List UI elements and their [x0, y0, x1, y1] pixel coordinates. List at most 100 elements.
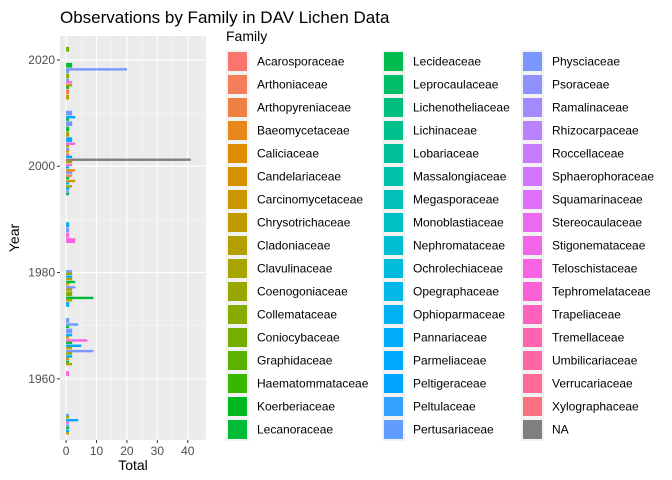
legend-swatch — [523, 98, 542, 117]
legend-label: Monoblastiaceae — [413, 216, 504, 230]
legend-swatch — [384, 213, 403, 232]
bar — [66, 150, 70, 153]
legend-label: Parmeliaceae — [413, 354, 487, 368]
legend-swatch — [384, 397, 403, 416]
bar — [66, 355, 73, 358]
bar — [66, 328, 73, 334]
legend-label: Stereocaulaceae — [552, 216, 642, 230]
legend-title: Family — [226, 28, 267, 44]
chart-title: Observations by Family in DAV Lichen Dat… — [60, 8, 390, 27]
legend-swatch — [384, 259, 403, 278]
bar — [66, 283, 70, 286]
legend-label: Physciaceae — [552, 55, 620, 69]
bar — [66, 413, 70, 417]
bar — [66, 192, 70, 196]
x-axis-title: Total — [118, 457, 148, 473]
bar — [66, 84, 73, 87]
bar — [66, 432, 70, 435]
legend-swatch — [523, 351, 542, 370]
legend-swatch — [384, 121, 403, 140]
legend-label: Sphaerophoraceae — [552, 170, 654, 184]
bar — [66, 341, 73, 345]
legend-label: Coniocybaceae — [257, 331, 340, 345]
legend-swatch — [228, 213, 247, 232]
legend-label: Lecanoraceae — [257, 423, 333, 437]
bar — [66, 163, 73, 167]
legend-label: Rhizocarpaceae — [552, 124, 639, 138]
bar — [66, 416, 70, 419]
bar — [66, 286, 76, 289]
legend-swatch — [228, 190, 247, 209]
legend-swatch — [384, 98, 403, 117]
bar — [66, 68, 127, 71]
legend-label: Cladoniaceae — [257, 239, 331, 253]
legend-swatch — [523, 236, 542, 255]
bar — [66, 158, 191, 161]
bar — [66, 182, 70, 185]
x-tick-label: 30 — [151, 444, 165, 458]
y-tick-label: 1980 — [28, 266, 55, 280]
legend-swatch — [228, 52, 247, 71]
legend-label: Stigonemataceae — [552, 239, 646, 253]
axis-ticks: 0 10 20 30 40 1960 1980 2000 2020 — [28, 53, 194, 458]
legend-label: Peltigeraceae — [413, 377, 487, 391]
legend-label: Squamarinaceae — [552, 193, 643, 207]
x-tick-label: 20 — [120, 444, 134, 458]
legend-label: Ophioparmaceae — [413, 308, 505, 322]
legend-swatch — [384, 167, 403, 186]
legend-label: Massalongiaceae — [413, 170, 507, 184]
bar — [66, 137, 73, 143]
legend-label: Xylographaceae — [552, 400, 639, 414]
legend-label: Leprocaulaceae — [413, 78, 499, 92]
bar — [66, 352, 73, 355]
legend-label: Pertusariaceae — [413, 423, 494, 437]
bar — [66, 147, 70, 151]
bar — [66, 318, 70, 323]
legend-label: Tremellaceae — [552, 331, 625, 345]
legend-swatch — [523, 305, 542, 324]
bar — [66, 62, 73, 68]
legend-swatch — [384, 236, 403, 255]
legend-label: Lecideaceae — [413, 55, 481, 69]
legend-swatch — [228, 259, 247, 278]
bar — [66, 429, 70, 433]
bar — [66, 288, 73, 291]
bar — [66, 190, 70, 193]
legend-swatch — [523, 282, 542, 301]
bar — [66, 227, 70, 233]
bar — [66, 232, 70, 238]
legend-swatch — [228, 121, 247, 140]
bar — [66, 360, 70, 363]
bar — [66, 275, 73, 278]
legend-swatch — [523, 397, 542, 416]
bar — [66, 81, 73, 84]
legend-label: Tephromelataceae — [552, 285, 651, 299]
legend-label: Lichenotheliaceae — [413, 101, 510, 115]
bar — [66, 424, 70, 427]
legend-label: Arthopyreniaceae — [257, 101, 351, 115]
legend-swatch — [523, 121, 542, 140]
legend-label: Arthoniaceae — [257, 78, 328, 92]
bar — [66, 349, 94, 353]
legend-swatch — [384, 52, 403, 71]
x-tick-label: 0 — [63, 444, 70, 458]
legend-label: Teloschistaceae — [552, 262, 638, 276]
bar — [66, 222, 70, 228]
bar — [66, 174, 73, 177]
legend-swatch — [384, 75, 403, 94]
legend-label: Ochrolechiaceae — [413, 262, 503, 276]
bar — [66, 238, 76, 244]
legend-label: Candelariaceae — [257, 170, 341, 184]
legend-label: Psoraceae — [552, 78, 610, 92]
legend-label: Graphidaceae — [257, 354, 333, 368]
legend-label: Roccellaceae — [552, 147, 624, 161]
bar — [66, 70, 70, 73]
bar — [66, 270, 73, 273]
bar — [66, 325, 70, 329]
bar — [66, 421, 70, 424]
bar — [66, 277, 73, 281]
bar — [66, 179, 76, 183]
bar — [66, 155, 73, 158]
bar — [66, 166, 70, 169]
bar — [66, 299, 73, 302]
